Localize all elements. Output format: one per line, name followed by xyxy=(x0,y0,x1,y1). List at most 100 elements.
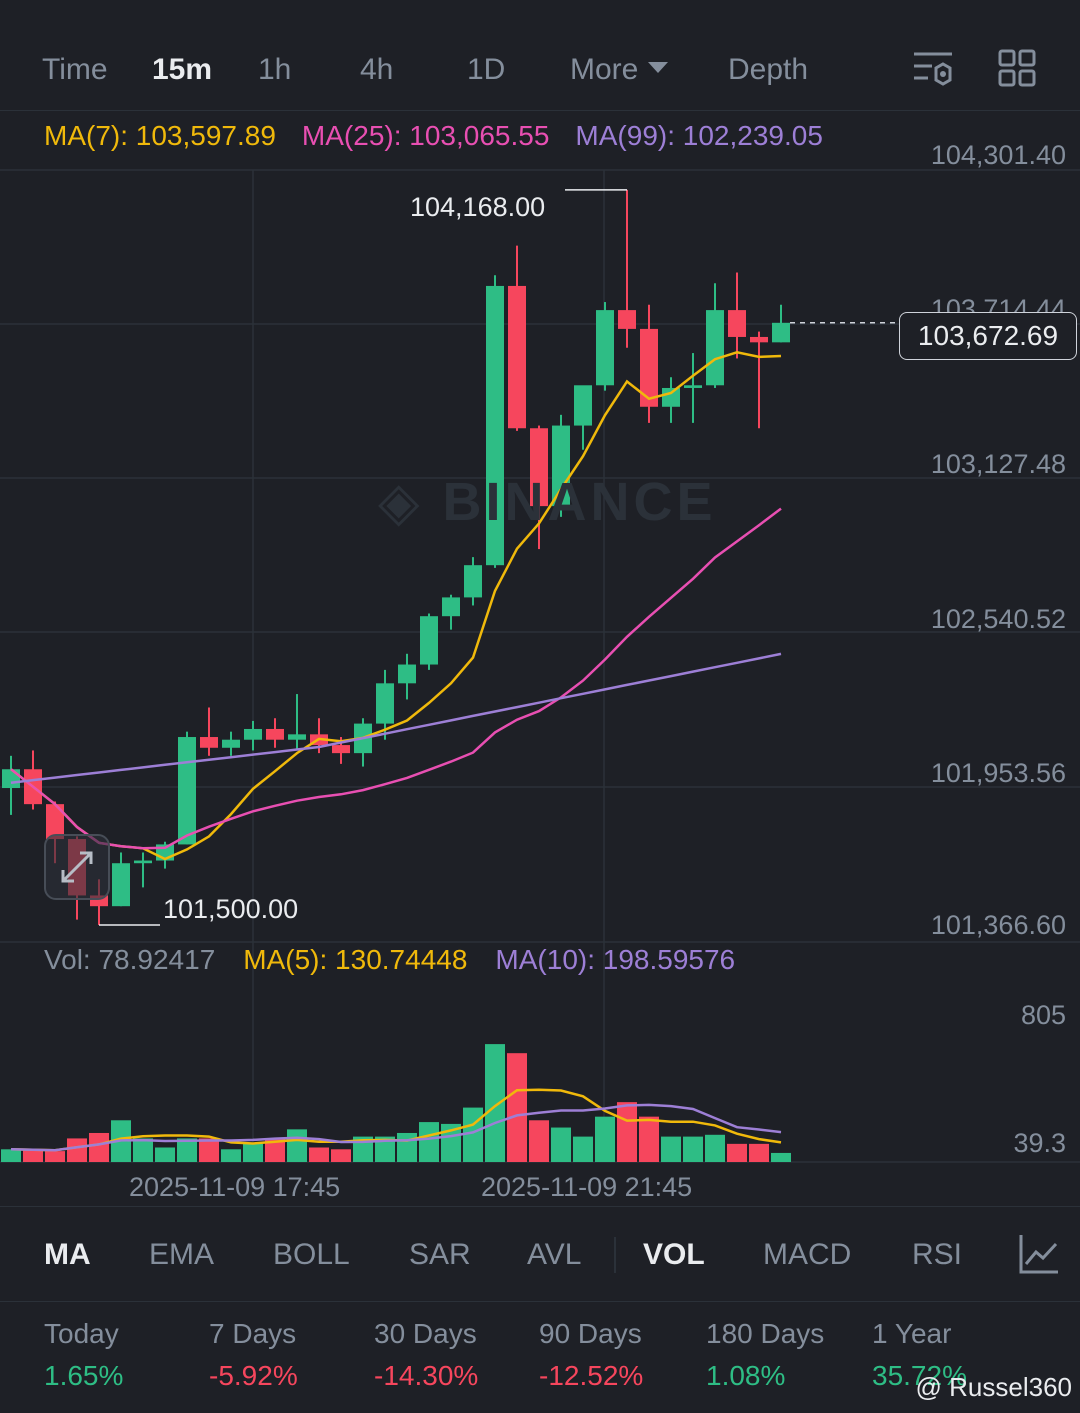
low-price-label: 101,500.00 xyxy=(163,894,299,924)
volume-bar xyxy=(639,1116,659,1162)
perf-label: 90 Days xyxy=(539,1318,642,1349)
tab-4h[interactable]: 4h xyxy=(360,53,394,86)
volume-bar xyxy=(507,1053,527,1162)
volume-bar xyxy=(771,1152,791,1162)
perf-label: 180 Days xyxy=(706,1318,825,1349)
candle-body xyxy=(750,336,768,343)
perf-value: -14.30% xyxy=(374,1360,479,1391)
indicator-vol[interactable]: VOL xyxy=(643,1238,705,1271)
price-axis-label: 102,540.52 xyxy=(930,604,1066,634)
tab-more[interactable]: More xyxy=(570,50,669,90)
candle-body xyxy=(464,565,482,598)
perf-label: 1 Year xyxy=(872,1318,952,1349)
volume-bar xyxy=(551,1127,571,1162)
candle-body xyxy=(2,769,20,789)
more-label: More xyxy=(570,53,639,86)
candle-body xyxy=(266,728,284,740)
volume-bar xyxy=(617,1102,637,1162)
volume-ma-lines xyxy=(10,1088,782,1152)
ma99-value: MA(99): 102,239.05 xyxy=(575,120,823,151)
grid-layout-icon[interactable] xyxy=(998,49,1036,87)
high-price-label: 104,168.00 xyxy=(410,192,546,222)
ma-lines xyxy=(10,351,782,861)
volume-value: Vol: 78.92417 xyxy=(44,944,216,975)
line-chart-icon[interactable] xyxy=(1018,1233,1060,1275)
perf-value: -12.52% xyxy=(539,1360,644,1391)
expand-chart-button[interactable] xyxy=(44,834,110,900)
volume-bar xyxy=(331,1149,351,1162)
candle-body xyxy=(706,310,724,386)
candle-body xyxy=(772,322,790,343)
volume-legend: Vol: 78.92417 MA(5): 130.74448 MA(10): 198… xyxy=(44,944,763,976)
volume-bar xyxy=(397,1132,417,1162)
candle-body xyxy=(332,745,350,754)
tab-time[interactable]: Time xyxy=(42,53,108,86)
timeframe-bar: Time 15m 1h 4h 1D More Depth xyxy=(0,0,1080,111)
indicator-boll[interactable]: BOLL xyxy=(273,1238,350,1271)
perf-1-year: 1 Year 35.72% xyxy=(872,1316,967,1396)
perf-label: 30 Days xyxy=(374,1318,477,1349)
volume-bar xyxy=(749,1143,769,1162)
tab-depth[interactable]: Depth xyxy=(728,53,809,86)
perf-90-days: 90 Days -12.52% xyxy=(539,1316,643,1396)
indicator-ema[interactable]: EMA xyxy=(149,1238,215,1271)
candle-body xyxy=(398,664,416,684)
candle-body xyxy=(288,734,306,740)
volume-bar xyxy=(661,1136,681,1162)
indicator-ma[interactable]: MA xyxy=(44,1238,91,1271)
ma-legend: MA(7): 103,597.89 MA(25): 103,065.55 MA(99… xyxy=(44,120,849,152)
candle-body xyxy=(486,285,504,566)
price-chart[interactable] xyxy=(0,110,1080,1206)
volume-bar xyxy=(309,1147,329,1162)
candle-body xyxy=(244,728,262,740)
indicator-avl[interactable]: AVL xyxy=(527,1238,582,1271)
perf-value: 1.08% xyxy=(706,1360,786,1391)
tab-1h[interactable]: 1h xyxy=(258,53,292,86)
vol-ma5-value: MA(5): 130.74448 xyxy=(243,944,468,975)
indicator-macd[interactable]: MACD xyxy=(763,1238,852,1271)
candle-body xyxy=(662,387,680,407)
current-price-badge: 103,672.69 xyxy=(899,312,1077,360)
perf-180-days: 180 Days 1.08% xyxy=(706,1316,824,1396)
candle-body xyxy=(508,285,526,429)
vol-ma10-value: MA(10): 198.59576 xyxy=(495,944,736,975)
volume-bar xyxy=(573,1136,593,1162)
credit-label: @ Russel360 xyxy=(915,1372,1072,1402)
volume-bars xyxy=(1,1044,791,1162)
perf-value: 35.72% xyxy=(872,1360,967,1391)
tab-1d[interactable]: 1D xyxy=(467,53,506,86)
price-axis-label: 101,953.56 xyxy=(930,758,1066,788)
perf-7-days: 7 Days -5.92% xyxy=(209,1316,298,1396)
candle-body xyxy=(90,895,108,907)
volume-bar xyxy=(485,1044,505,1162)
indicator-rsi[interactable]: RSI xyxy=(912,1238,963,1271)
chart-grid xyxy=(0,169,1080,1163)
volume-bar xyxy=(45,1151,65,1162)
volume-bar xyxy=(683,1136,703,1162)
candle-body xyxy=(222,739,240,748)
candle-body xyxy=(200,737,218,748)
candles xyxy=(2,189,790,925)
candle-body xyxy=(684,385,702,388)
perf-value: -5.92% xyxy=(209,1360,298,1391)
indicator-sar[interactable]: SAR xyxy=(409,1238,471,1271)
chart-settings-icon[interactable] xyxy=(912,50,954,90)
time-axis-label: 2025-11-09 17:45 xyxy=(129,1172,341,1202)
volume-bar xyxy=(177,1138,197,1162)
volume-bar xyxy=(727,1143,747,1162)
perf-value: 1.65% xyxy=(44,1360,124,1391)
ma25-line xyxy=(10,507,782,850)
watermark-logo-icon: ◈ xyxy=(378,472,424,532)
ma99-line xyxy=(10,652,782,784)
volume-bar xyxy=(221,1149,241,1162)
expand-arrows-icon xyxy=(61,851,93,883)
volume-bar xyxy=(705,1134,725,1162)
volume-bar xyxy=(155,1147,175,1162)
binance-watermark: ◈ BINANCE xyxy=(378,470,717,533)
candle-body xyxy=(442,597,460,617)
volume-bar xyxy=(441,1123,461,1162)
time-axis-label: 2025-11-09 21:45 xyxy=(481,1172,693,1202)
tab-15m[interactable]: 15m xyxy=(152,53,213,86)
candle-body xyxy=(376,683,394,724)
candle-body xyxy=(618,310,636,329)
